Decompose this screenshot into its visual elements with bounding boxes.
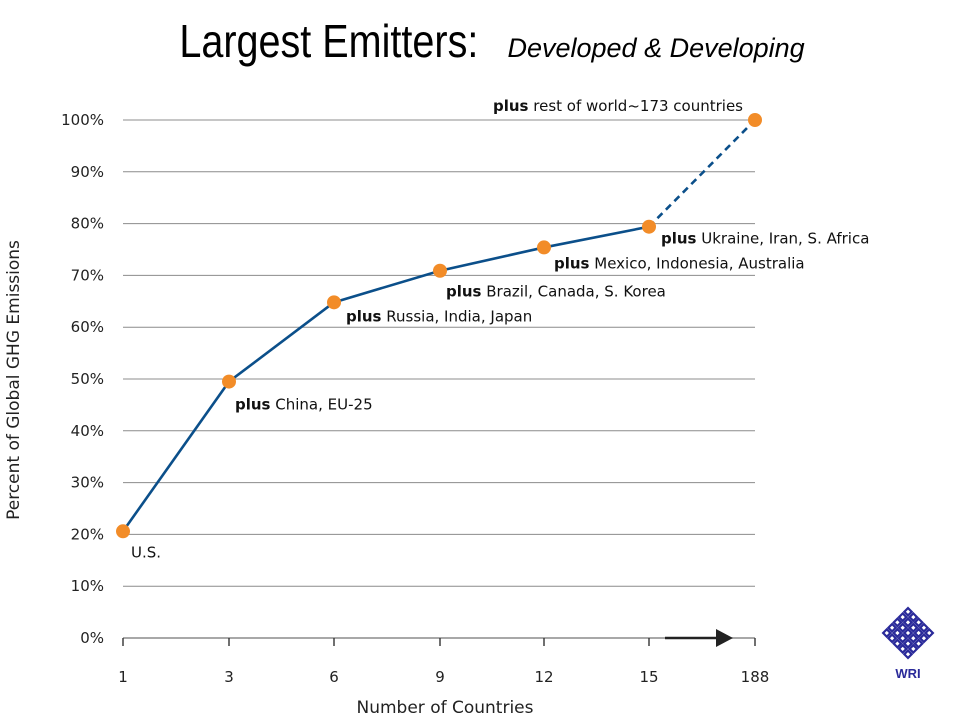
- series-segment: [439, 246, 545, 273]
- annotation-label: Ukraine, Iran, S. Africa: [697, 230, 870, 248]
- annotation-plus: plus: [235, 396, 271, 414]
- gridlines: [123, 119, 755, 639]
- lattice-cell: [886, 633, 898, 644]
- series-segment: [543, 225, 650, 249]
- annotation-label: Russia, India, Japan: [382, 307, 533, 325]
- lattice-cell: [897, 622, 908, 633]
- lattice-cell: [892, 627, 903, 639]
- y-tick-label: 100%: [61, 111, 104, 129]
- chart-title: Largest Emitters: Developed & Developing: [0, 14, 960, 68]
- lattice-cell: [902, 638, 914, 649]
- y-tick-label: 70%: [71, 266, 104, 284]
- lattice-cell: [908, 643, 919, 655]
- chart-title-sub: Developed & Developing: [507, 33, 805, 63]
- lattice-cell: [886, 622, 898, 633]
- lattice-cell: [908, 622, 919, 633]
- x-tick-label: 12: [534, 668, 553, 686]
- continuation-arrow: [665, 629, 733, 647]
- lattice-cell: [908, 611, 919, 623]
- lattice-cell: [902, 606, 914, 618]
- data-point-marker: [222, 374, 236, 389]
- chart-title-main: Largest Emitters:: [179, 15, 479, 67]
- data-point-marker: [537, 240, 551, 255]
- data-point-marker: [116, 524, 130, 539]
- lattice-cell: [897, 633, 908, 644]
- x-tick-label: 3: [224, 668, 234, 686]
- y-tick-label: 90%: [71, 163, 104, 181]
- y-tick-label: 40%: [71, 422, 104, 440]
- lattice-cell: [902, 627, 914, 639]
- lattice-cell: [892, 617, 903, 628]
- lattice-cell: [908, 633, 919, 644]
- data-point-marker: [433, 263, 447, 278]
- lattice-cell: [881, 627, 893, 639]
- point-annotation: U.S.: [131, 543, 161, 561]
- point-annotation: plus Brazil, Canada, S. Korea: [446, 283, 666, 301]
- series-line: [121, 119, 756, 533]
- x-tick-label: 6: [329, 668, 339, 686]
- y-axis-title: Percent of Global GHG Emissions: [4, 240, 24, 520]
- data-markers: [116, 113, 762, 539]
- y-axis-ticks: 0% 10% 20% 30% 40% 50% 60% 70% 80% 90% 100%: [61, 111, 104, 647]
- lattice-cell: [918, 622, 930, 633]
- wri-logo-text: WRI: [895, 666, 920, 681]
- lattice-cell: [897, 643, 908, 655]
- y-tick-label: 0%: [80, 629, 104, 647]
- lattice-cell: [902, 617, 914, 628]
- data-point-marker: [327, 295, 341, 310]
- annotation-plus: plus: [554, 254, 590, 272]
- lattice-cell: [913, 617, 924, 628]
- series-segment: [648, 119, 756, 228]
- data-point-marker: [748, 113, 762, 127]
- data-point-marker: [642, 219, 656, 234]
- annotation-label: Brazil, Canada, S. Korea: [482, 283, 666, 301]
- x-tick-label: 9: [435, 668, 445, 686]
- point-annotation: plus Ukraine, Iran, S. Africa: [661, 230, 869, 248]
- series-segment: [333, 269, 441, 304]
- annotation-label: rest of world~173 countries: [529, 97, 744, 115]
- x-axis: 1 3 6 9 12 15 188: [118, 638, 769, 686]
- annotation-plus: plus: [661, 230, 697, 248]
- y-tick-label: 10%: [71, 577, 104, 595]
- lattice-cell: [897, 611, 908, 623]
- y-tick-label: 30%: [71, 474, 104, 492]
- wri-lattice-icon: [881, 606, 935, 660]
- x-tick-label: 1: [118, 668, 128, 686]
- annotation-plus: plus: [493, 97, 529, 115]
- lattice-cell: [902, 648, 914, 660]
- wri-logo: WRI: [881, 606, 935, 681]
- series-segment: [228, 301, 335, 383]
- annotation-plus: plus: [446, 283, 482, 301]
- x-tick-label: 188: [741, 668, 770, 686]
- y-tick-label: 80%: [71, 215, 104, 233]
- point-annotation: plus rest of world~173 countries: [493, 97, 743, 115]
- y-tick-label: 60%: [71, 318, 104, 336]
- point-annotation: plus Mexico, Indonesia, Australia: [554, 254, 805, 272]
- point-annotation: plus China, EU-25: [235, 396, 373, 414]
- lattice-cell: [913, 638, 924, 649]
- x-axis-title: Number of Countries: [357, 698, 534, 718]
- x-tick-label: 15: [639, 668, 658, 686]
- annotation-label: Mexico, Indonesia, Australia: [590, 254, 805, 272]
- annotation-label: China, EU-25: [271, 396, 373, 414]
- annotation-label: U.S.: [131, 543, 161, 561]
- arrow-head: [716, 629, 733, 647]
- lattice-cell: [918, 633, 930, 644]
- y-tick-label: 20%: [71, 525, 104, 543]
- annotation-plus: plus: [346, 307, 382, 325]
- y-tick-label: 50%: [71, 370, 104, 388]
- lattice-cell: [892, 638, 903, 649]
- series-segment: [121, 380, 231, 533]
- lattice-cell: [913, 627, 924, 639]
- point-annotation: plus Russia, India, Japan: [346, 307, 532, 325]
- lattice-cell: [923, 627, 935, 639]
